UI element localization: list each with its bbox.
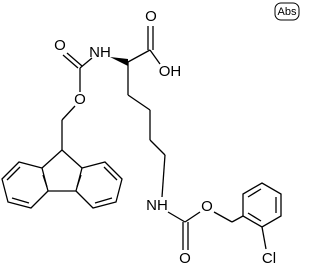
atom-label: O xyxy=(74,91,86,108)
atom-label: NH xyxy=(89,44,111,61)
atom-label: O xyxy=(201,198,213,215)
atom-label: O xyxy=(145,8,157,25)
atom-label: NH xyxy=(146,197,168,214)
atom-label: O xyxy=(179,250,191,267)
structure-diagram: Abs O OH NH O O NH O O Cl xyxy=(1,2,300,267)
badge-box xyxy=(274,2,300,21)
atom-label: OH xyxy=(159,63,182,80)
abs-badge: Abs xyxy=(278,6,297,18)
bonds xyxy=(1,26,282,250)
atom-label: O xyxy=(54,37,66,54)
atom-label: Cl xyxy=(262,250,276,267)
